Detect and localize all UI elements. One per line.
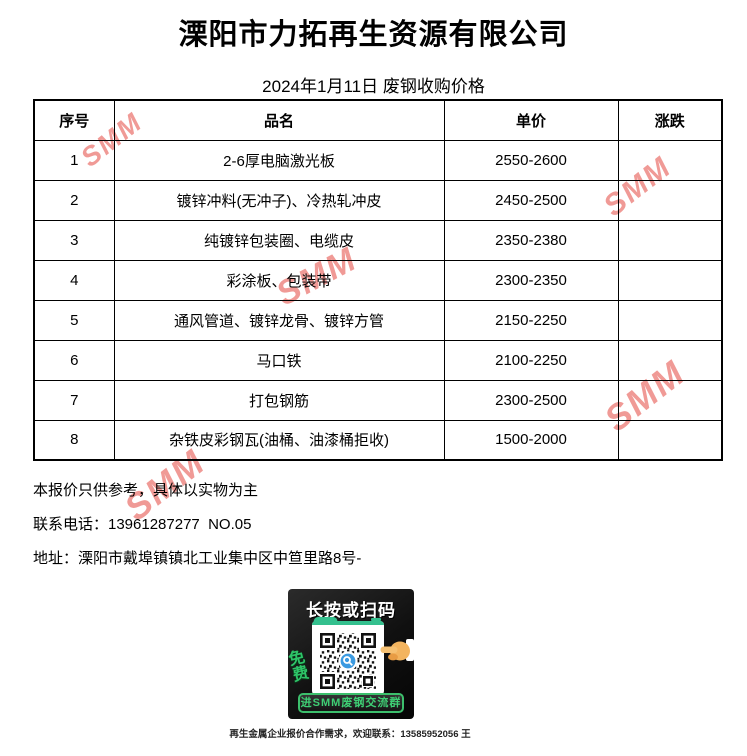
table-row: 6 马口铁 2100-2250 — [33, 339, 723, 381]
header-row: 序号 品名 单价 涨跌 — [33, 99, 723, 141]
cell-price: 2300-2500 — [443, 379, 619, 421]
cell-price: 2350-2380 — [443, 219, 619, 261]
table-row: 7 打包钢筋 2300-2500 — [33, 379, 723, 421]
cell-change — [617, 379, 723, 421]
disclaimer-note: 本报价只供参考，具体以实物为主 — [33, 482, 259, 499]
cell-name: 通风管道、镀锌龙骨、镀锌方管 — [113, 299, 445, 341]
cell-no: 7 — [33, 379, 115, 421]
cell-name: 镀锌冲料(无冲子)、冷热轧冲皮 — [113, 179, 445, 221]
cell-change — [617, 179, 723, 221]
cell-name: 2-6厚电脑激光板 — [113, 139, 445, 181]
price-table: 序号 品名 单价 涨跌 1 2-6厚电脑激光板 2550-2600 2 镀锌冲料… — [33, 99, 723, 461]
cell-change — [617, 259, 723, 301]
cell-name: 彩涂板、包装带 — [113, 259, 445, 301]
col-header-change: 涨跌 — [617, 99, 723, 141]
join-group-button: 进SMM废钢交流群 — [298, 693, 404, 713]
free-label: 免费 — [288, 648, 311, 685]
cell-change — [617, 139, 723, 181]
qr-card — [312, 617, 384, 695]
cell-no: 5 — [33, 299, 115, 341]
cell-name: 纯镀锌包装圈、电缆皮 — [113, 219, 445, 261]
table-row: 8 杂铁皮彩钢瓦(油桶、油漆桶拒收) 1500-2000 — [33, 419, 723, 461]
cell-no: 8 — [33, 419, 115, 461]
address-note: 地址：溧阳市戴埠镇镇北工业集中区中笪里路8号- — [33, 550, 362, 567]
cell-no: 2 — [33, 179, 115, 221]
col-header-index: 序号 — [33, 99, 115, 141]
cell-no: 4 — [33, 259, 115, 301]
cell-name: 杂铁皮彩钢瓦(油桶、油漆桶拒收) — [113, 419, 445, 461]
table-row: 4 彩涂板、包装带 2300-2350 — [33, 259, 723, 301]
cell-price: 2150-2250 — [443, 299, 619, 341]
table-row: 1 2-6厚电脑激光板 2550-2600 — [33, 139, 723, 181]
qr-card-accent-dash — [371, 618, 381, 621]
cell-price: 1500-2000 — [443, 419, 619, 461]
cell-no: 1 — [33, 139, 115, 181]
cell-no: 6 — [33, 339, 115, 381]
cell-name: 打包钢筋 — [113, 379, 445, 421]
cell-change — [617, 339, 723, 381]
cell-no: 3 — [33, 219, 115, 261]
pointing-hand-icon — [380, 639, 414, 661]
qr-banner-title: 长按或扫码 — [306, 601, 396, 620]
cell-change — [617, 299, 723, 341]
table-row: 2 镀锌冲料(无冲子)、冷热轧冲皮 2450-2500 — [33, 179, 723, 221]
contact-phone-note: 联系电话：13961287277 NO.05 — [33, 516, 252, 533]
col-header-name: 品名 — [113, 99, 445, 141]
cell-change — [617, 419, 723, 461]
qr-promo-banner: 长按或扫码 — [288, 589, 414, 719]
cell-price: 2300-2350 — [443, 259, 619, 301]
cell-price: 2550-2600 — [443, 139, 619, 181]
table-row: 5 通风管道、镀锌龙骨、镀锌方管 2150-2250 — [33, 299, 723, 341]
bottom-caption: 再生金属企业报价合作需求，欢迎联系：13585952056 王 — [229, 729, 471, 740]
table-row: 3 纯镀锌包装圈、电缆皮 2350-2380 — [33, 219, 723, 261]
cell-name: 马口铁 — [113, 339, 445, 381]
company-title: 溧阳市力拓再生资源有限公司 — [178, 19, 569, 51]
date-price-title: 2024年1月11日 废钢收购价格 — [262, 77, 485, 96]
cell-price: 2450-2500 — [443, 179, 619, 221]
col-header-price: 单价 — [443, 99, 619, 141]
cell-price: 2100-2250 — [443, 339, 619, 381]
qr-card-accent-strip — [312, 621, 384, 625]
qr-code — [317, 630, 379, 692]
cell-change — [617, 219, 723, 261]
